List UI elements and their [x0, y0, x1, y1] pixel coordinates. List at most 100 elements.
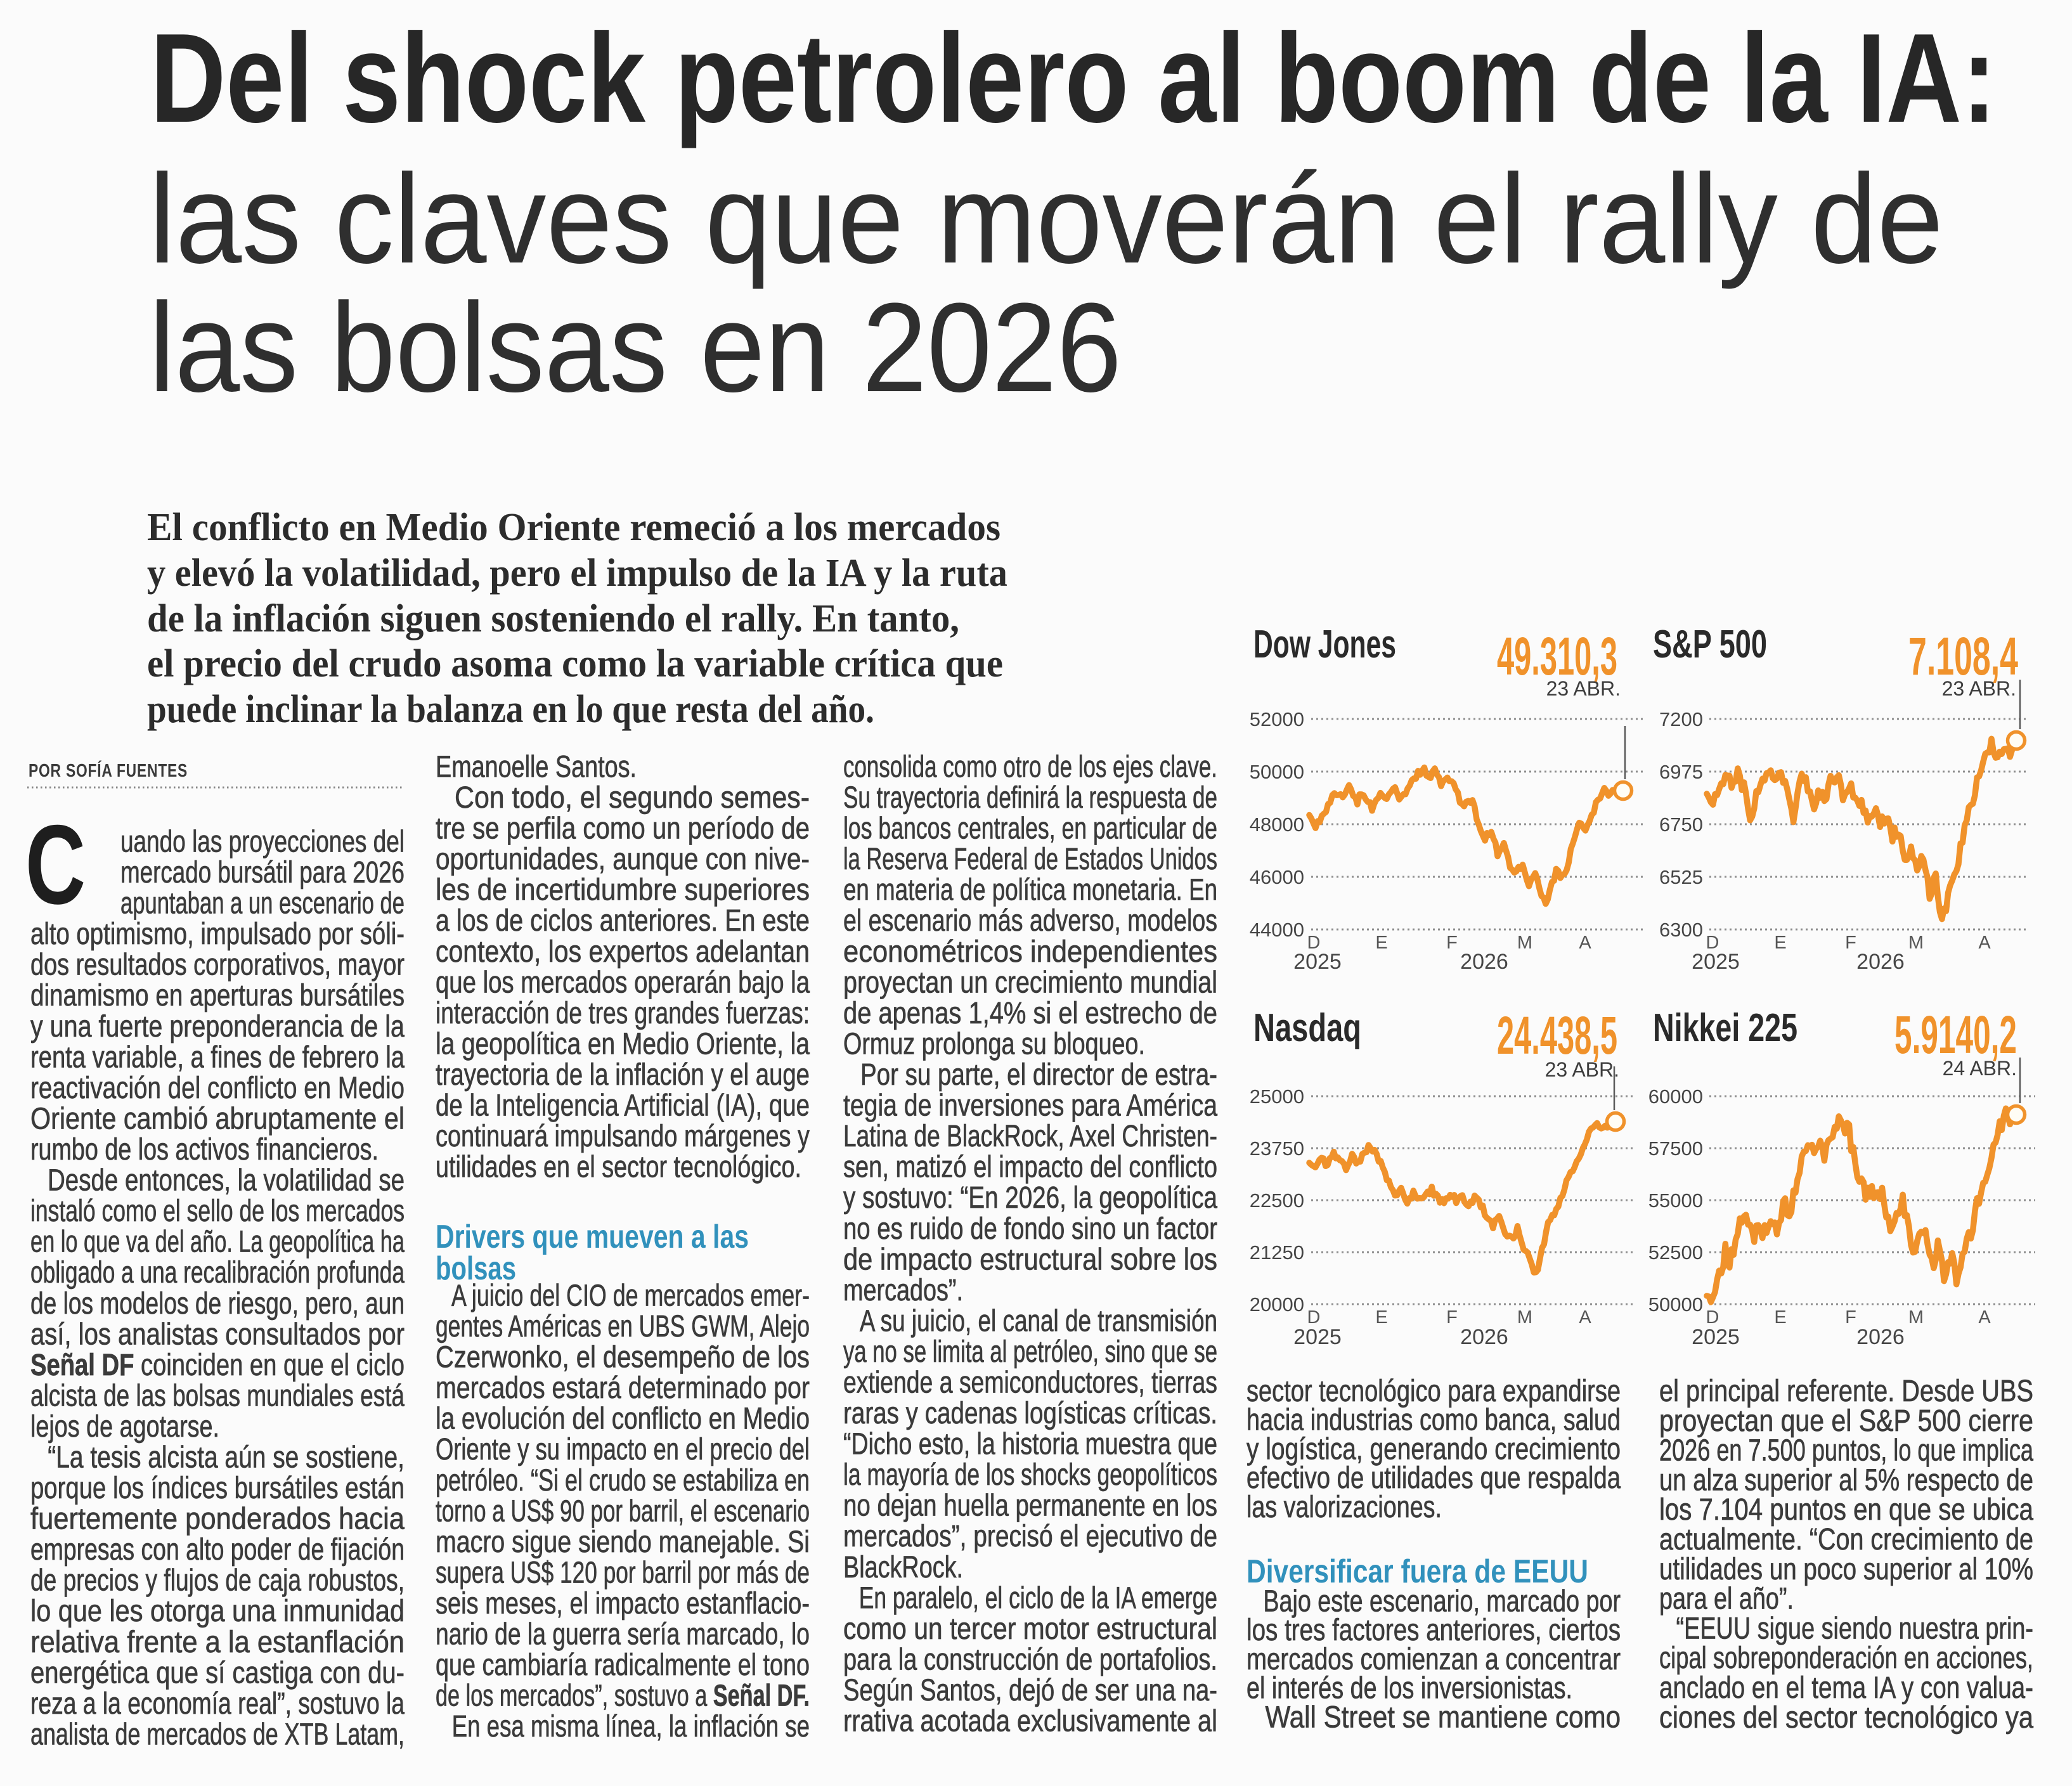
svg-text:A: A [1579, 933, 1591, 953]
svg-text:contexto, los expertos adelant: contexto, los expertos adelantan [436, 935, 810, 969]
svg-text:2026 en 7.500 puntos, lo que i: 2026 en 7.500 puntos, lo que implica [1659, 1434, 2033, 1468]
svg-text:M: M [1908, 1307, 1924, 1328]
svg-text:Ormuz prolonga su bloqueo.: Ormuz prolonga su bloqueo. [843, 1028, 1145, 1061]
svg-text:sector tecnológico para expand: sector tecnológico para expandirse [1246, 1375, 1621, 1408]
svg-text:lo que les otorga una inmunida: lo que les otorga una inmunidad [30, 1595, 405, 1628]
svg-text:2026: 2026 [1856, 1325, 1905, 1349]
svg-text:de los mercados”, sostuvo a: de los mercados”, sostuvo a [436, 1679, 713, 1713]
svg-text:renta variable, a fines de feb: renta variable, a fines de febrero la [30, 1040, 405, 1074]
svg-text:El conflicto en Medio Oriente: El conflicto en Medio Oriente remeció a … [147, 506, 1000, 549]
svg-text:seis meses, el impacto estanfl: seis meses, el impacto estanflacio- [436, 1587, 810, 1621]
svg-text:raras y cadenas logísticas crí: raras y cadenas logísticas críticas. [843, 1397, 1217, 1430]
svg-text:la Reserva Federal de Estados: la Reserva Federal de Estados Unidos [843, 843, 1217, 876]
svg-text:relativa frente a la estanflac: relativa frente a la estanflación [30, 1626, 405, 1659]
svg-text:Drivers que mueven a las: Drivers que mueven a las [436, 1219, 749, 1255]
svg-text:utilidades un poco superior al: utilidades un poco superior al 10% [1659, 1553, 2033, 1586]
svg-text:50000: 50000 [1648, 1293, 1703, 1316]
svg-text:las bolsas en 2026: las bolsas en 2026 [149, 277, 1122, 418]
svg-text:C: C [25, 802, 86, 928]
svg-text:gentes Américas en UBS GWM, Al: gentes Américas en UBS GWM, Alejo [436, 1310, 810, 1343]
svg-text:52000: 52000 [1250, 708, 1304, 730]
svg-text:de precios y flujos de caja ro: de precios y flujos de caja robustos, [30, 1564, 405, 1598]
svg-text:a los de ciclos anteriores. En: a los de ciclos anteriores. En este [436, 904, 810, 938]
svg-text:20000: 20000 [1250, 1293, 1304, 1316]
svg-text:reza a la economía real”, sost: reza a la economía real”, sostuvo la [30, 1687, 405, 1721]
svg-text:Según Santos, dejó de ser una: Según Santos, dejó de ser una na- [843, 1674, 1217, 1707]
svg-text:25000: 25000 [1250, 1085, 1304, 1108]
svg-text:mercado bursátil para 2026: mercado bursátil para 2026 [120, 856, 405, 890]
svg-text:Wall Street se mantiene como: Wall Street se mantiene como [1246, 1700, 1621, 1734]
svg-text:rumbo de los activos financier: rumbo de los activos financieros. [30, 1133, 379, 1167]
svg-text:Diversificar fuera de EEUU: Diversificar fuera de EEUU [1246, 1553, 1588, 1590]
svg-text:alcista de las bolsas mundiale: alcista de las bolsas mundiales está [30, 1379, 405, 1413]
svg-text:puede inclinar la balanza en l: puede inclinar la balanza en lo que rest… [147, 688, 874, 731]
svg-text:utilidades en el sector tecnol: utilidades en el sector tecnológico. [436, 1151, 801, 1184]
svg-text:M: M [1517, 933, 1532, 953]
svg-text:coinciden en que el ciclo: coinciden en que el ciclo [134, 1349, 405, 1382]
svg-text:proyectan que el S&P 500 cierr: proyectan que el S&P 500 cierre [1659, 1404, 2033, 1438]
svg-text:2025: 2025 [1293, 950, 1342, 974]
svg-text:Bajo este escenario, marcado p: Bajo este escenario, marcado por [1246, 1585, 1621, 1619]
svg-text:así, los analistas consultados: así, los analistas consultados por [30, 1317, 405, 1351]
svg-text:7200: 7200 [1659, 708, 1703, 730]
svg-text:Latina de BlackRock, Axel Chri: Latina de BlackRock, Axel Christen- [843, 1120, 1217, 1153]
svg-text:A: A [1579, 1307, 1591, 1328]
svg-text:6975: 6975 [1659, 761, 1703, 783]
svg-text:F: F [1446, 933, 1458, 953]
svg-text:mercados”.: mercados”. [843, 1274, 963, 1307]
svg-text:energética que sí castiga con: energética que sí castiga con du- [30, 1656, 405, 1690]
svg-text:uando las proyecciones del: uando las proyecciones del [120, 825, 405, 859]
svg-text:de apenas 1,4% si el estrecho: de apenas 1,4% si el estrecho de [843, 997, 1217, 1030]
svg-text:el interés de los inversionist: el interés de los inversionistas. [1246, 1672, 1572, 1705]
svg-text:los bancos centrales, en parti: los bancos centrales, en particular de [843, 812, 1217, 846]
svg-text:y elevó la volatilidad, pero e: y elevó la volatilidad, pero el impulso … [147, 552, 1007, 595]
svg-text:Señal DF: Señal DF [30, 1349, 134, 1382]
svg-text:la geopolítica en Medio Orient: la geopolítica en Medio Oriente, la [436, 1028, 810, 1061]
svg-text:mercados estará determinado po: mercados estará determinado por [436, 1371, 810, 1405]
svg-text:D: D [1706, 933, 1719, 953]
svg-text:2026: 2026 [1460, 1325, 1508, 1349]
svg-text:Con todo, el segundo semes-: Con todo, el segundo semes- [436, 781, 810, 815]
svg-text:econométricos independientes: econométricos independientes [843, 935, 1217, 969]
svg-text:A: A [1978, 933, 1991, 953]
svg-text:6750: 6750 [1659, 813, 1703, 836]
svg-text:24.438,5: 24.438,5 [1497, 1006, 1617, 1065]
svg-text:2026: 2026 [1460, 950, 1508, 974]
svg-text:mercados comienzan a concentra: mercados comienzan a concentrar [1246, 1643, 1621, 1676]
svg-text:hacia industrias como banca, s: hacia industrias como banca, salud [1246, 1404, 1621, 1437]
svg-text:empresas con alto poder de fij: empresas con alto poder de fijación [30, 1533, 405, 1567]
svg-text:E: E [1375, 1307, 1387, 1328]
svg-text:bolsas: bolsas [436, 1250, 516, 1287]
svg-text:en materia de política monetar: en materia de política monetaria. En [843, 874, 1217, 907]
svg-text:D: D [1307, 933, 1321, 953]
svg-text:Su trayectoria definirá la res: Su trayectoria definirá la respuesta de [843, 781, 1217, 815]
svg-text:para la construcción de portaf: para la construcción de portafolios. [843, 1643, 1217, 1676]
svg-text:oportunidades, aunque con nive: oportunidades, aunque con nive- [436, 843, 810, 876]
svg-text:S&P 500: S&P 500 [1653, 623, 1767, 666]
svg-text:En esa misma línea, la inflaci: En esa misma línea, la inflación se [436, 1710, 810, 1744]
svg-text:Nasdaq: Nasdaq [1253, 1006, 1361, 1050]
svg-text:nario de la guerra sería marca: nario de la guerra sería marcado, lo [436, 1618, 810, 1652]
svg-text:reactivación del conflicto en: reactivación del conflicto en Medio [30, 1071, 405, 1105]
svg-text:dos resultados corporativos, m: dos resultados corporativos, mayor [30, 948, 405, 982]
svg-text:torno a US$ 90 por barril, el: torno a US$ 90 por barril, el escenario [436, 1494, 810, 1528]
svg-text:POR SOFÍA FUENTES: POR SOFÍA FUENTES [29, 760, 188, 781]
svg-text:no dejan huella permanente en: no dejan huella permanente en los [843, 1489, 1217, 1523]
svg-text:los 7.104 puntos en que se ubi: los 7.104 puntos en que se ubica [1659, 1493, 2033, 1527]
svg-text:las claves que moverán el rall: las claves que moverán el rally de [149, 148, 1943, 290]
svg-text:el principal referente. Desde: el principal referente. Desde UBS [1659, 1375, 2033, 1408]
svg-text:2025: 2025 [1692, 1325, 1740, 1349]
svg-text:tre se perfila como un período: tre se perfila como un período de [436, 812, 810, 846]
svg-text:consolida como otro de los eje: consolida como otro de los ejes clave. [843, 751, 1217, 784]
svg-text:interacción de tres grandes fu: interacción de tres grandes fuerzas: [436, 997, 810, 1030]
svg-text:sen, matizó el impacto del con: sen, matizó el impacto del conflicto [843, 1151, 1217, 1184]
svg-text:trayectoria de la inflación y: trayectoria de la inflación y el auge [436, 1058, 810, 1092]
svg-text:fuertemente ponderados hacia: fuertemente ponderados hacia [30, 1503, 405, 1536]
svg-text:En paralelo, el ciclo de la IA: En paralelo, el ciclo de la IA emerge [843, 1581, 1217, 1615]
svg-text:proyectan un crecimiento mundi: proyectan un crecimiento mundial [843, 966, 1217, 999]
svg-text:las valorizaciones.: las valorizaciones. [1246, 1491, 1442, 1524]
svg-text:alto optimismo, impulsado por: alto optimismo, impulsado por sóli- [30, 917, 405, 951]
svg-text:23750: 23750 [1250, 1137, 1304, 1160]
svg-text:“La tesis alcista aún se sosti: “La tesis alcista aún se sostiene, [30, 1441, 405, 1475]
svg-text:55000: 55000 [1648, 1189, 1703, 1212]
